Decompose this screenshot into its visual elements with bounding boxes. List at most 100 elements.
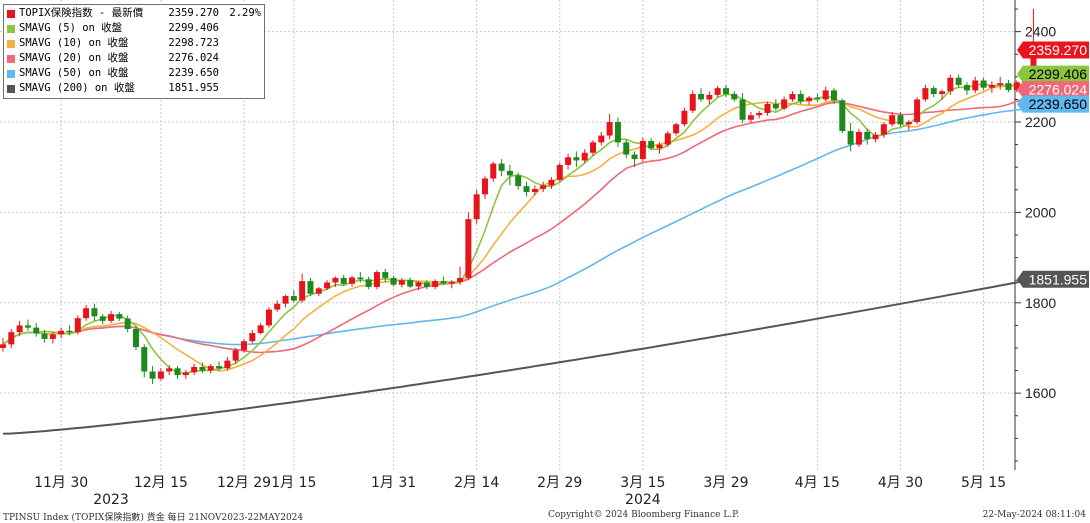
candle-body xyxy=(457,277,464,282)
candle-body xyxy=(116,314,123,319)
candle-body xyxy=(16,325,23,333)
candle-body xyxy=(714,88,721,95)
value-flag-topix xyxy=(1017,41,1089,59)
candle-body xyxy=(357,277,364,280)
x-tick-label: 12月 29 xyxy=(217,475,271,491)
y-tick-label: 1600 xyxy=(1025,385,1056,401)
candle-body xyxy=(415,282,422,287)
candle-body xyxy=(573,157,580,161)
value-flag-sma50 xyxy=(1017,95,1089,113)
candle-body xyxy=(66,330,73,333)
sma50-line xyxy=(2,106,1034,346)
candle-body xyxy=(108,314,115,321)
legend-item-sma200: SMAVG (200) on 收盤 1851.955 xyxy=(7,81,261,96)
candle-body xyxy=(623,142,630,155)
candle-body xyxy=(997,83,1004,85)
legend-value-sma5: 2299.406 xyxy=(168,22,219,34)
candle-body xyxy=(831,90,837,101)
candle-body xyxy=(199,366,206,371)
candle-body xyxy=(540,185,547,189)
candle-body xyxy=(423,282,430,287)
legend-value-sma50: 2239.650 xyxy=(168,67,219,79)
candle-body xyxy=(498,163,505,171)
value-flag-sma5 xyxy=(1017,65,1089,83)
candle-body xyxy=(673,124,680,134)
candle-body xyxy=(390,277,397,285)
sma10-line xyxy=(2,80,1034,372)
candle-body xyxy=(972,80,979,91)
candle-body xyxy=(157,371,164,379)
candle-body xyxy=(58,330,65,335)
value-flag-sma200 xyxy=(1017,270,1089,288)
candle-body xyxy=(407,280,414,287)
candle-body xyxy=(606,122,613,136)
candle-body xyxy=(722,88,729,94)
candle-body xyxy=(324,282,331,289)
candle-body xyxy=(565,157,572,165)
y-tick-label: 1800 xyxy=(1025,295,1056,311)
legend-label-sma5: SMAVG (5) on 收盤 xyxy=(19,22,123,34)
candle-body xyxy=(49,334,56,339)
candle-body xyxy=(847,131,854,145)
x-tick-label: 12月 15 xyxy=(134,475,188,491)
candle-body xyxy=(41,333,48,339)
candle-body xyxy=(797,94,804,102)
candle-body xyxy=(897,115,904,125)
value-flag-sma5-label: 2299.406 xyxy=(1029,66,1088,82)
candle-body xyxy=(166,368,173,372)
candle-body xyxy=(365,279,372,287)
candle-body xyxy=(556,164,563,180)
legend-label-sma20: SMAVG (20) on 收盤 xyxy=(19,52,129,64)
candle-body xyxy=(515,175,522,187)
legend-swatch-sma5 xyxy=(7,24,15,33)
candle-body xyxy=(706,94,713,100)
x-tick-label: 1月 15 xyxy=(271,475,316,491)
legend-swatch-sma50 xyxy=(7,69,15,78)
candle-body xyxy=(789,94,796,100)
candle-body xyxy=(465,219,472,278)
x-tick-label: 2月 14 xyxy=(454,475,499,491)
candle-body xyxy=(772,103,779,109)
candle-body xyxy=(299,281,306,301)
candle-body xyxy=(274,303,281,310)
x-year-label: 2024 xyxy=(625,492,661,508)
legend-swatch-sma20 xyxy=(7,54,15,63)
candle-body xyxy=(191,366,198,373)
legend-swatch-sma10 xyxy=(7,39,15,48)
candle-body xyxy=(614,122,621,143)
candle-body xyxy=(814,97,821,100)
candle-body xyxy=(914,99,921,123)
candle-body xyxy=(249,333,256,342)
candle-body xyxy=(781,99,788,109)
candle-body xyxy=(922,88,929,100)
candle-body xyxy=(947,77,954,92)
x-tick-label: 3月 29 xyxy=(703,475,748,491)
candle-body xyxy=(531,188,538,193)
value-flag-sma20-label: 2276.024 xyxy=(1029,82,1088,98)
legend-label-sma50: SMAVG (50) on 收盤 xyxy=(19,67,129,79)
candle-body xyxy=(872,134,879,140)
legend-swatch-topix xyxy=(7,9,15,18)
candle-body xyxy=(349,277,356,284)
candle-body xyxy=(91,308,98,317)
x-tick-label: 5月 15 xyxy=(961,475,1006,491)
candle-body xyxy=(307,281,314,294)
x-tick-label: 3月 15 xyxy=(620,475,665,491)
candle-body xyxy=(257,325,264,334)
candle-body xyxy=(33,327,40,334)
candle-body xyxy=(698,94,705,100)
candle-body xyxy=(739,99,746,120)
candle-body xyxy=(340,277,347,284)
candle-body xyxy=(232,350,239,361)
value-flag-sma200-label: 1851.955 xyxy=(1029,271,1088,287)
candle-body xyxy=(681,110,688,125)
candle-body xyxy=(939,91,946,94)
candle-body xyxy=(132,329,139,348)
candle-body xyxy=(432,281,439,287)
candle-body xyxy=(839,100,846,132)
candle-body xyxy=(631,154,638,160)
chart-legend: TOPIX保険指数 - 最新價 2359.270 2.29% SMAVG (5)… xyxy=(3,4,265,99)
x-year-label: 2023 xyxy=(93,492,129,508)
candle-body xyxy=(764,103,771,113)
